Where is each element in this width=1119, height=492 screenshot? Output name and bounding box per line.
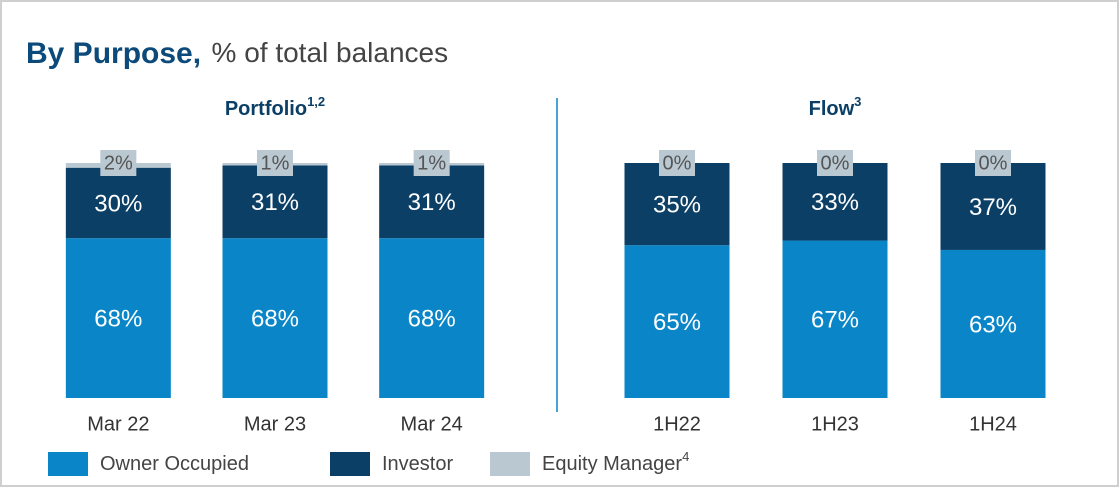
bar-segment [782,240,888,398]
bar-segment [379,165,485,239]
legend-label: Equity Manager4 [542,449,689,475]
value-label: 0% [821,152,850,174]
legend-swatch [330,452,370,476]
x-tick-label: 1H24 [969,413,1017,435]
legend-label: Investor [382,453,453,475]
value-label: 2% [104,152,133,174]
value-label: 35% [653,191,701,218]
legend-swatch [48,452,88,476]
value-label-box [975,150,1011,176]
value-label: 30% [94,190,142,217]
x-tick-label: Mar 23 [244,413,306,435]
value-label: 0% [979,152,1008,174]
value-label: 31% [251,189,299,216]
value-label: 1% [261,152,290,174]
x-tick-label: Mar 22 [87,413,149,435]
legend-label: Owner Occupied [100,453,249,475]
value-label-box [413,150,450,176]
bar-segment [940,249,1046,398]
value-label: 68% [251,305,299,332]
x-tick-label: 1H23 [811,413,859,435]
value-label: 68% [408,305,456,332]
heading: By Purpose, % of total balances [26,37,448,70]
value-label-box [659,150,695,176]
legend-label-text: Investor [382,453,453,475]
value-label-box [257,150,293,176]
value-label-box [100,150,137,176]
bar-segment [379,238,485,398]
value-label: 68% [94,305,142,332]
legend-label-text: Equity Manager [542,453,682,475]
chart-title: Flow3 [809,94,862,120]
chart-title-note: 3 [854,94,861,109]
value-label: 1% [417,152,446,174]
value-label: 63% [969,311,1017,338]
legend-label-text: Owner Occupied [100,453,249,475]
x-tick-label: Mar 24 [401,413,463,435]
bar-segment [624,245,730,398]
value-label: 33% [811,189,859,216]
value-label: 37% [969,194,1017,221]
bar-segment [65,238,171,398]
heading-subtitle: % of total balances [212,37,449,68]
value-label: 31% [408,189,456,216]
value-label: 65% [653,309,701,336]
legend-swatch [490,452,530,476]
chart-title-text: Flow [809,98,855,120]
legend-label-note: 4 [682,449,689,464]
bar-segment [222,238,328,398]
bar-segment [624,163,730,246]
chart-title: Portfolio1,2 [225,94,325,120]
chart-title-note: 1,2 [307,94,325,109]
bar-segment [222,165,328,239]
value-label: 67% [811,307,859,334]
heading-title: By Purpose, [26,37,201,70]
x-tick-label: 1H22 [653,413,701,435]
value-label-box [817,150,853,176]
bar-segment [940,163,1046,250]
value-label: 0% [663,152,692,174]
bar-segment [65,167,171,239]
chart-title-text: Portfolio [225,98,307,120]
